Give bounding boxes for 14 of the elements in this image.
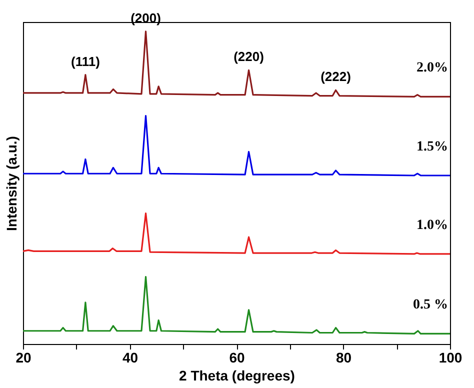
x-tick-label: 40 — [122, 350, 138, 366]
x-tick-label: 100 — [438, 350, 462, 366]
annotation: (111) — [70, 54, 100, 69]
series-label: 1.5% — [416, 139, 448, 154]
series-label: 2.0% — [416, 60, 448, 76]
series-label: 0.5 % — [413, 298, 448, 313]
x-axis-title: 2 Theta (degrees) — [179, 368, 295, 384]
series-label: 1.0% — [416, 218, 448, 233]
x-tick-label: 60 — [229, 350, 245, 366]
x-tick-label: 80 — [336, 350, 352, 366]
annotation: (222) — [320, 69, 351, 84]
x-tick-label: 20 — [16, 350, 32, 366]
annotation: (220) — [234, 49, 264, 64]
y-axis-title: Intensity (a.u.) — [4, 136, 20, 231]
